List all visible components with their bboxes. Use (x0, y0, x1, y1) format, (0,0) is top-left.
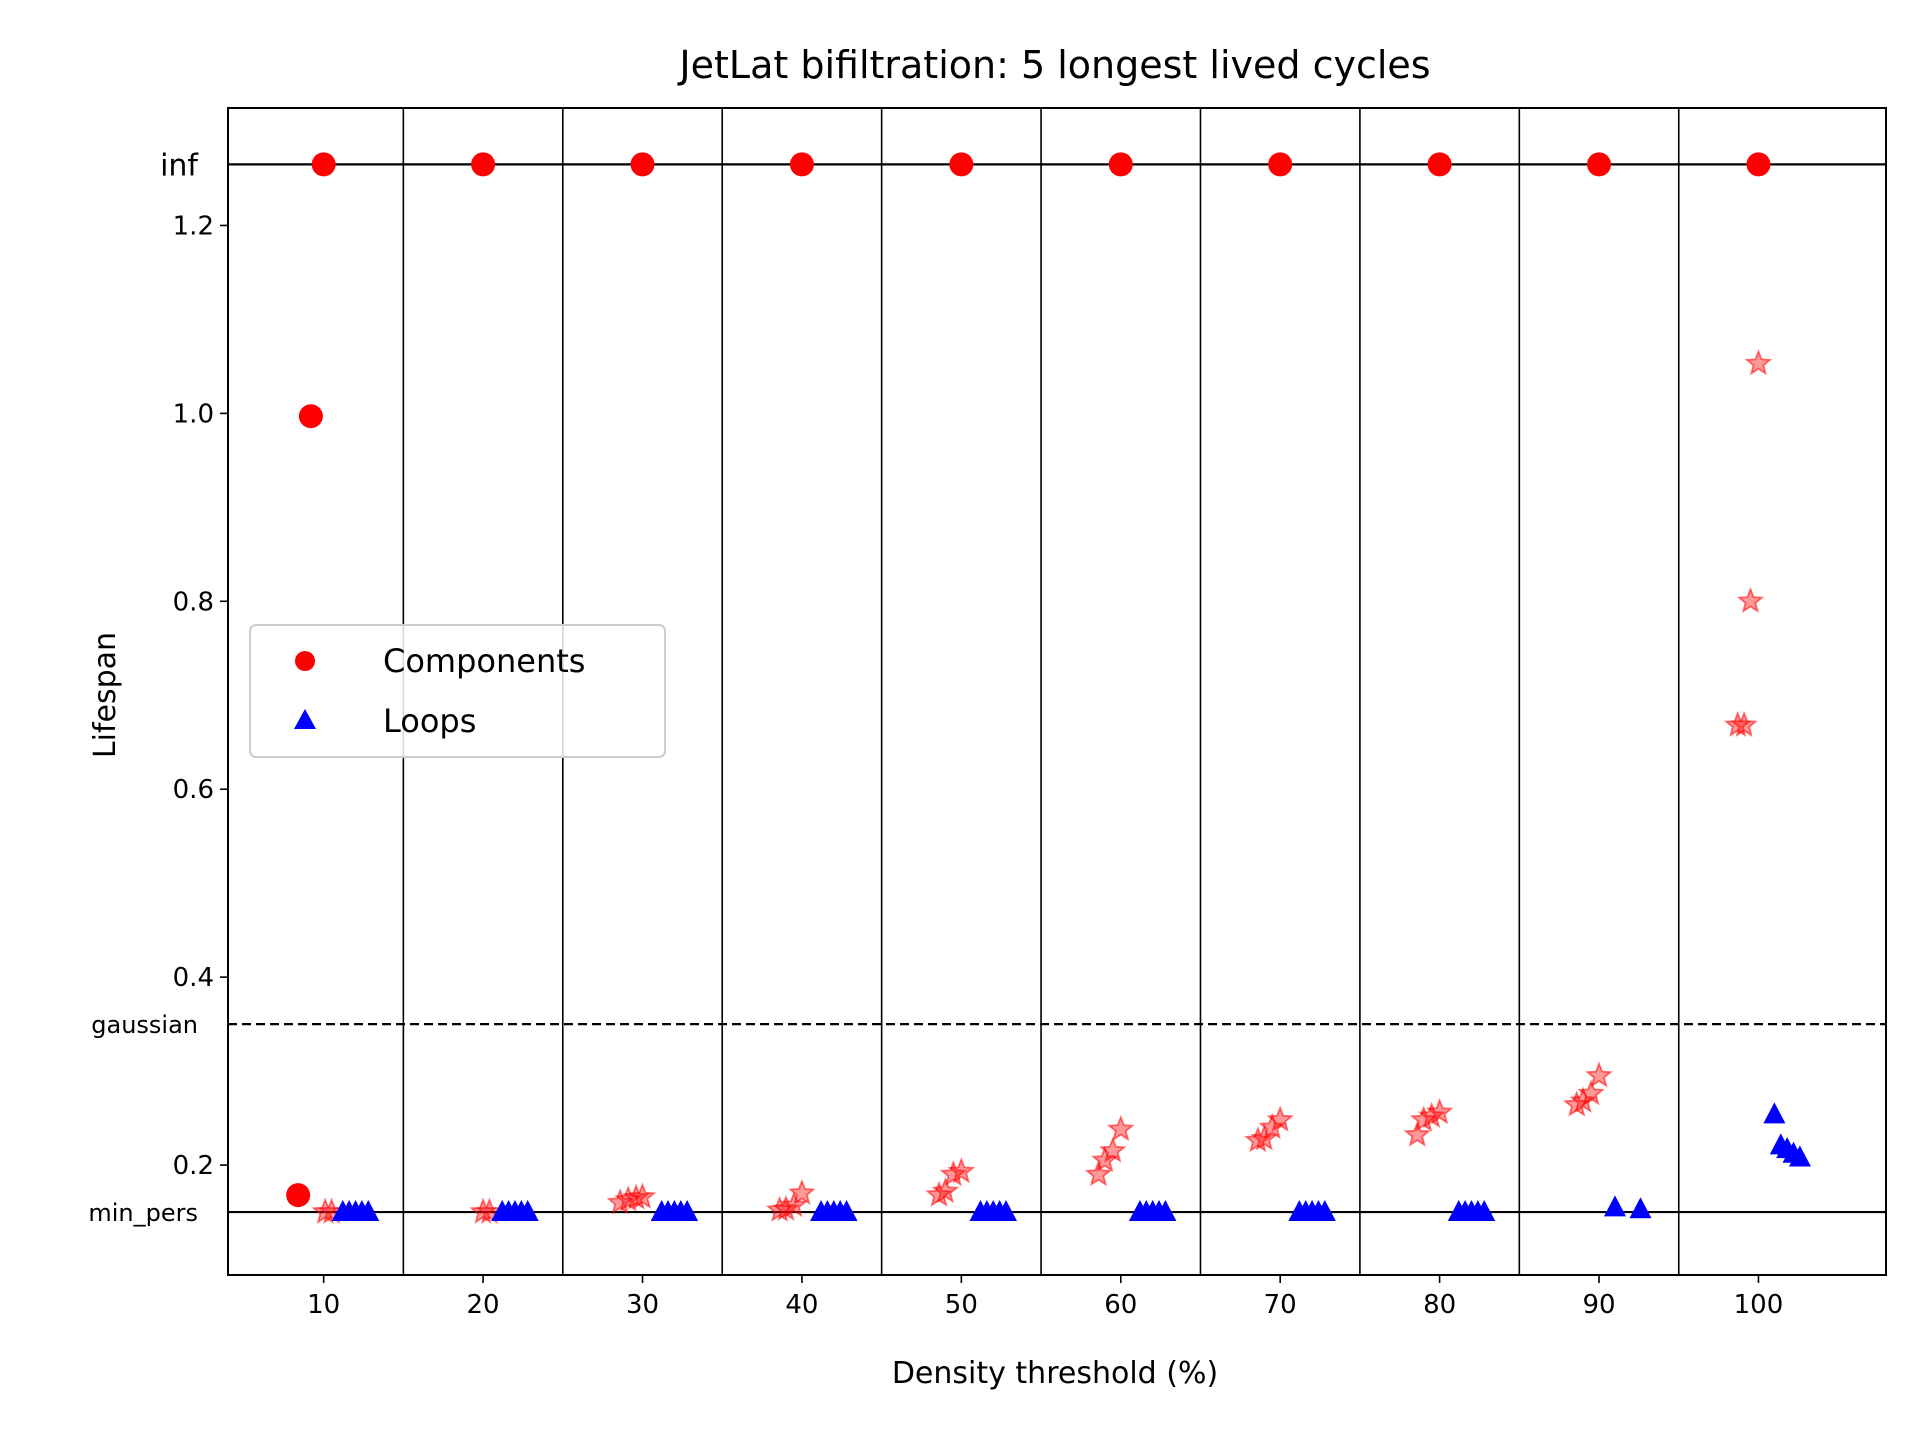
loop-point (1788, 1145, 1811, 1167)
star-point (1107, 1114, 1135, 1142)
star-point (1730, 710, 1758, 738)
loop-point (676, 1200, 699, 1222)
x-tick-label: 80 (1423, 1290, 1456, 1320)
loop-point (1473, 1200, 1496, 1222)
component-point (298, 404, 323, 429)
min-pers-tick-label: min_pers (88, 1199, 198, 1227)
x-tick-label: 20 (467, 1290, 500, 1320)
legend-components-marker (295, 651, 315, 671)
gaussian-tick-label: gaussian (91, 1011, 198, 1039)
y-tick-label: 0.6 (173, 775, 214, 805)
loop-point (1763, 1102, 1786, 1124)
component-point (286, 1183, 311, 1208)
loop-point (516, 1200, 539, 1222)
star-point (1084, 1160, 1113, 1187)
loop-point (994, 1200, 1017, 1222)
loop-point (1603, 1195, 1626, 1217)
chart-title: JetLat bifiltration: 5 longest lived cyc… (677, 43, 1430, 87)
x-tick-label: 90 (1582, 1290, 1615, 1320)
star-point (1569, 1086, 1597, 1113)
component-point (949, 152, 974, 177)
component-point (789, 152, 814, 177)
star-point (1258, 1113, 1286, 1140)
axis-ticks: 10 20 30 40 50 60 70 80 90 100 0.2 0.4 0.6 0.8 1.0 1.2 (173, 211, 1784, 1320)
legend-loops-label: Loops (383, 702, 476, 740)
loop-point (1629, 1197, 1652, 1219)
star-point (614, 1185, 642, 1212)
x-tick-label: 100 (1734, 1290, 1784, 1320)
star-point (1099, 1136, 1127, 1163)
star-point (788, 1178, 816, 1206)
star-point (1736, 586, 1765, 614)
star-point (931, 1176, 960, 1204)
inf-tick-label: inf (160, 148, 199, 183)
legend: Components Loops (249, 624, 666, 758)
column-separators (402, 108, 1680, 1275)
star-point (772, 1194, 800, 1221)
loop-point (835, 1200, 858, 1222)
star-point (1266, 1105, 1294, 1132)
star-point (1417, 1101, 1446, 1128)
y-tick-label: 1.0 (173, 399, 214, 429)
loop-point (1313, 1200, 1336, 1222)
x-tick-label: 70 (1264, 1290, 1297, 1320)
y-axis-label: Lifespan (88, 632, 123, 758)
x-tick-label: 60 (1104, 1290, 1137, 1320)
x-tick-label: 10 (307, 1290, 340, 1320)
y-tick-label: 1.2 (173, 211, 214, 241)
plot-frame (227, 107, 1887, 1276)
legend-box (249, 624, 666, 758)
star-point (1744, 349, 1773, 376)
component-point (471, 152, 496, 177)
component-point (311, 152, 336, 177)
legend-components-label: Components (383, 642, 585, 680)
x-tick-label: 30 (626, 1290, 659, 1320)
y-tick-label: 0.2 (173, 1151, 214, 1181)
star-point (628, 1182, 657, 1209)
star-point (939, 1160, 968, 1187)
star-point (1425, 1097, 1454, 1125)
x-axis-label: Density threshold (%) (892, 1356, 1218, 1391)
star-point (1585, 1061, 1613, 1088)
star-point (1577, 1079, 1605, 1106)
loop-point (1154, 1200, 1177, 1222)
component-point (1746, 152, 1771, 177)
star-point (1409, 1105, 1438, 1132)
component-point (1587, 152, 1612, 177)
component-point (1108, 152, 1133, 177)
x-tick-label: 50 (945, 1290, 978, 1320)
data-points (286, 152, 1811, 1224)
loop-point (357, 1200, 380, 1222)
x-tick-label: 40 (785, 1290, 818, 1320)
component-point (630, 152, 655, 177)
star-point (947, 1157, 976, 1184)
component-point (1268, 152, 1293, 177)
legend-loops-marker (294, 709, 316, 729)
y-tick-label: 0.8 (173, 587, 214, 617)
y-tick-label: 0.4 (173, 963, 214, 993)
star-point (1403, 1120, 1432, 1147)
component-point (1427, 152, 1452, 177)
